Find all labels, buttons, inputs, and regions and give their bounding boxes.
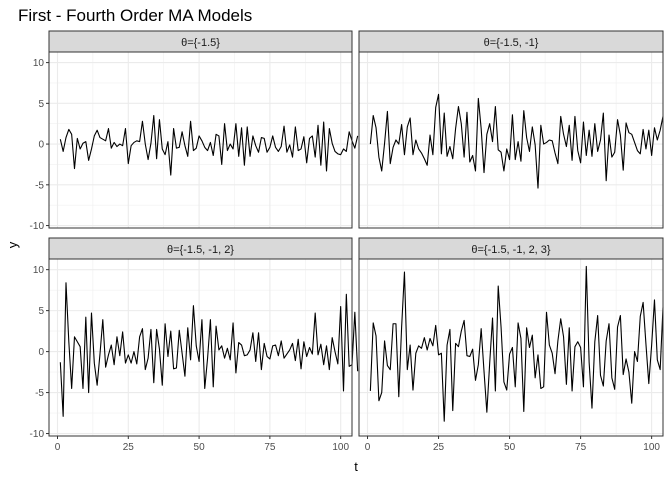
y-tick-label: -10: [30, 429, 45, 440]
y-tick-label: 5: [38, 99, 44, 110]
y-tick-label: 10: [33, 58, 45, 69]
chart-title: First - Fourth Order MA Models: [18, 6, 252, 25]
x-tick-label: 100: [332, 442, 349, 453]
x-tick-label: 75: [264, 442, 276, 453]
x-tick-label: 75: [575, 442, 587, 453]
panel-border: [358, 258, 664, 437]
panel-border: [358, 51, 664, 229]
facet-panel-2: θ={-1.5, -1}: [358, 30, 664, 229]
y-tick-label: 0: [38, 347, 44, 358]
y-tick-label: -5: [35, 388, 44, 399]
facet-panel-4: θ={-1.5, -1, 2, 3} 0 25 50 75 100: [358, 237, 664, 453]
facet-label: θ={-1.5, -1, 2, 3}: [471, 244, 551, 256]
facet-label: θ={-1.5}: [181, 37, 220, 49]
facet-label: θ={-1.5, -1}: [484, 37, 539, 49]
x-tick-label: 0: [365, 442, 371, 453]
panel-border: [48, 51, 353, 229]
y-tick-label: -5: [35, 180, 44, 191]
panel-background: [49, 52, 352, 228]
facet-label: θ={-1.5, -1, 2}: [167, 244, 234, 256]
y-tick-label: 10: [33, 265, 45, 276]
facet-panels: θ={-1.5} -10 -5 0 5 10 θ={-1.5, -1} θ={-1.5, -1…: [30, 30, 664, 453]
series-line: [369, 93, 664, 189]
panel-border: [48, 258, 353, 437]
x-tick-label: 25: [433, 442, 445, 453]
x-tick-label: 100: [643, 442, 660, 453]
facet-panel-1: θ={-1.5} -10 -5 0 5 10: [30, 30, 359, 232]
x-tick-label: 50: [504, 442, 516, 453]
series-line: [59, 115, 359, 176]
y-tick-label: 0: [38, 140, 44, 151]
y-axis-title: y: [5, 241, 20, 248]
series-line: [369, 265, 664, 422]
x-tick-label: 0: [55, 442, 61, 453]
y-tick-label: 5: [38, 306, 44, 317]
series-line: [59, 282, 359, 417]
x-tick-label: 50: [194, 442, 206, 453]
x-axis-title: t: [354, 459, 358, 474]
x-tick-label: 25: [123, 442, 135, 453]
y-tick-label: -10: [30, 221, 45, 232]
